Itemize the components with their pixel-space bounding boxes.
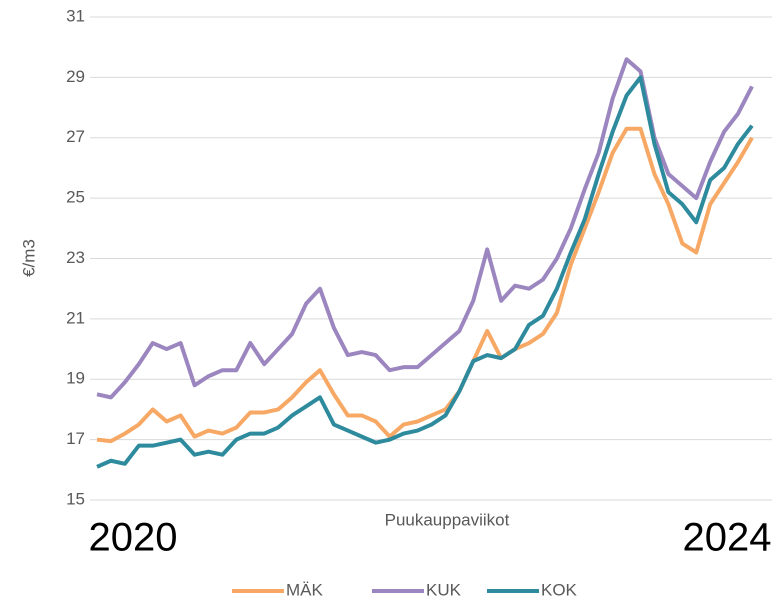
y-tick-label: 17: [66, 429, 85, 448]
y-tick-label: 25: [66, 188, 85, 207]
y-axis-label: €/m3: [19, 239, 38, 277]
legend-label: KOK: [541, 580, 578, 599]
annotation: 2020: [89, 516, 178, 560]
annotation: 2024: [683, 516, 772, 560]
y-tick-label: 29: [66, 67, 85, 86]
y-tick-label: 27: [66, 127, 85, 146]
line-series: [96, 57, 754, 400]
y-tick-label: 15: [66, 489, 85, 508]
y-tick-label: 31: [66, 6, 85, 25]
line-series: [96, 126, 754, 444]
y-tick-label: 19: [66, 369, 85, 388]
y-tick-label: 21: [66, 308, 85, 327]
y-tick-label: 23: [66, 248, 85, 267]
legend-label: MÄK: [286, 580, 324, 599]
line-series: [96, 75, 754, 469]
x-axis-label: Puukauppaviikot: [385, 510, 510, 529]
legend-label: KUK: [426, 580, 462, 599]
